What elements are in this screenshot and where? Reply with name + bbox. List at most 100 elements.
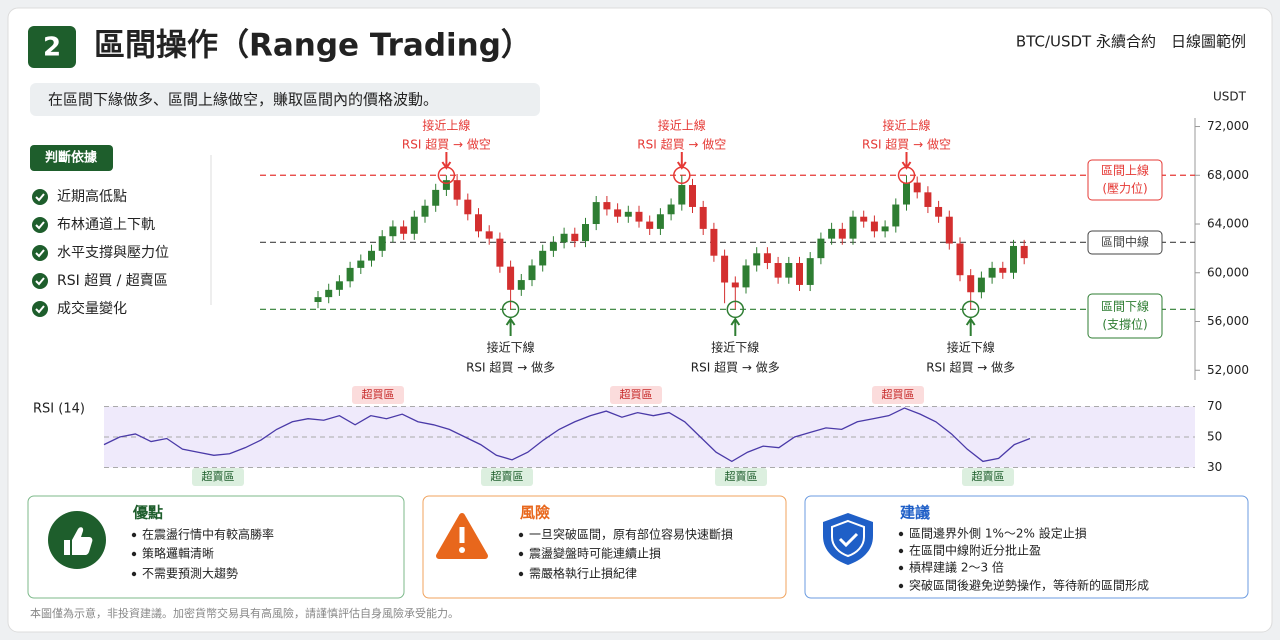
candle-body [678,185,686,205]
candle-body [774,263,782,278]
candle-body [464,199,472,215]
bullet [518,551,524,557]
card-title: 優點 [132,504,163,522]
candle-body [967,275,975,293]
candle-body [400,226,408,234]
candle-body [378,236,386,251]
candle-body [924,192,932,207]
card-item: 震盪變盤時可能連續止損 [529,546,661,561]
check-mark [35,305,45,314]
candle-body [903,182,910,205]
check-icon [32,301,48,317]
zone-badge [352,386,404,404]
annotation: 接近下線 [947,340,995,355]
range-label-box [1087,159,1163,201]
candle-body [656,214,664,229]
candle-body [410,216,418,234]
card-title: 風險 [520,504,550,522]
annotation: 接近上線 [422,118,470,133]
check-icon [32,217,48,233]
candle-body [828,228,836,239]
arrow [730,317,741,336]
check-icon [32,273,48,289]
candle-body [357,260,365,268]
candle-body [806,258,814,285]
candle-body [475,214,482,232]
annotation: 接近上線 [882,118,930,133]
candle-body [314,297,322,303]
candle-body [785,263,793,278]
annotation: 接近下線 [711,340,759,355]
bullet [898,531,904,537]
card-item: 在震盪行情中有較高勝率 [142,527,274,542]
candle-body [560,233,568,243]
price-chart: USDT 52,000 56,000 60,000 64,000 68,000 72,000… [260,90,1249,380]
number-badge [28,26,76,68]
rsi-line [103,407,1031,463]
arrow [965,317,976,336]
bullet [898,583,904,589]
bullet [898,548,904,554]
candle-body [892,204,900,227]
candle-body [1010,245,1017,273]
annotation: RSI 超買 → 做空 [402,137,491,152]
candle-body [849,216,857,239]
candle-body [346,267,354,282]
y-tick-label: 60,000 [1207,265,1249,279]
bullet [518,532,524,538]
candle-body [614,209,622,217]
zone-label: 超買區 [362,387,395,401]
number: 2 [43,33,61,63]
zone-badge [715,468,767,486]
range-label-box [1087,230,1163,255]
context: BTC/USDT 永續合約 日線圖範例 [1016,33,1246,51]
candle-body [368,250,375,261]
subtitle-box [30,83,540,116]
zone-badge [872,386,924,404]
candle-body [325,289,333,298]
bullet [131,571,137,577]
candle-body [646,221,654,229]
range-label: 區間下線 [1101,299,1149,314]
card-pros: 優點 [27,495,405,599]
candle-body [742,265,750,288]
candle-body [496,238,504,267]
candle-body [571,233,579,242]
bullet [131,551,137,557]
card-item: 突破區間後避免逆勢操作，等待新的區間形成 [909,578,1149,593]
criteria-item: 成交量變化 [57,300,127,317]
check-icon [32,245,48,261]
candle-body [838,228,846,239]
arrow [901,152,912,170]
candle-body [485,231,493,239]
candle-body [881,226,889,232]
candle-body [667,204,675,215]
candle-body [763,253,771,264]
candle-body [710,228,718,256]
arrow [441,152,452,170]
candle-body [721,255,729,283]
zone-badge [192,468,244,486]
y-tick-label: 68,000 [1207,168,1249,182]
check-mark [35,221,45,230]
range-label-box [1087,293,1163,339]
card-advice: 建議 [804,495,1249,599]
candle-body [432,189,440,206]
card-risk: 風險 [422,495,787,599]
annotation: RSI 超買 → 做空 [862,137,951,152]
range-label: (支撐位) [1102,317,1147,332]
zone-label: 超賣區 [491,469,524,483]
bullet [131,532,137,538]
card-item: 策略邏輯清晰 [142,546,214,561]
title: 區間操作（Range Trading） [94,28,532,64]
candle-body [453,180,461,200]
candle-body [592,202,600,225]
criteria-item: 近期高低點 [57,188,127,205]
rsi-title: RSI (14) [33,402,85,417]
candle-body [945,216,953,244]
check-mark [35,193,45,202]
candle-body [956,243,964,276]
